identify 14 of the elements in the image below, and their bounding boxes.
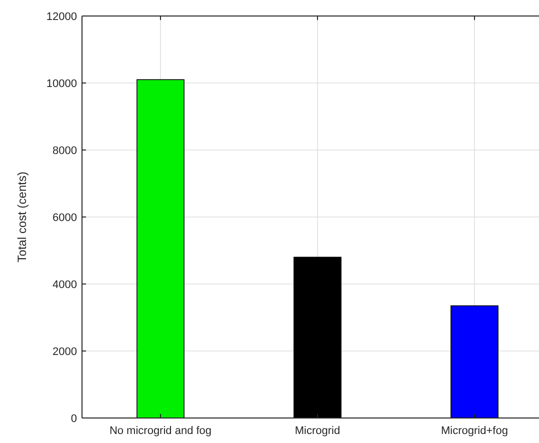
y-tick-label: 4000 <box>52 278 77 291</box>
y-axis-title: Total cost (cents) <box>15 172 29 262</box>
x-tick-label: No microgrid and fog <box>109 425 212 437</box>
y-tick-label: 6000 <box>52 212 77 224</box>
y-tick-label: 12000 <box>46 10 77 23</box>
x-tick-label: Microgrid+fog <box>441 425 508 437</box>
y-tick-label: 10000 <box>46 78 77 90</box>
bar <box>136 79 184 418</box>
y-tick-label: 2000 <box>52 346 77 358</box>
bar <box>450 305 498 418</box>
y-tick-label: 8000 <box>52 144 77 157</box>
y-tick-label: 0 <box>70 412 77 425</box>
x-tick-label: Microgrid <box>294 425 340 437</box>
bar <box>294 256 342 418</box>
